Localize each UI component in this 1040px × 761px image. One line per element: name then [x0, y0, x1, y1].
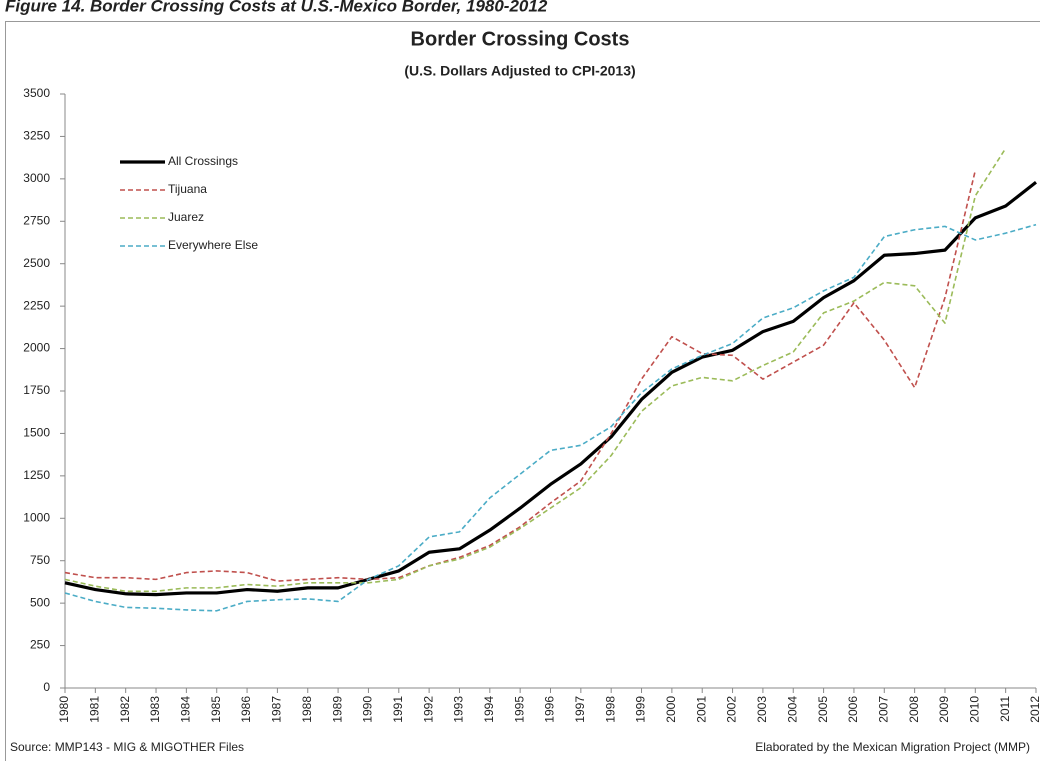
x-tick-label: 1989	[330, 696, 344, 723]
y-tick-label: 1250	[23, 468, 50, 482]
x-tick-label: 1988	[300, 696, 314, 723]
x-tick-label: 1993	[452, 696, 466, 723]
legend-label: All Crossings	[168, 154, 238, 168]
chart-subtitle: (U.S. Dollars Adjusted to CPI-2013)	[404, 63, 635, 79]
y-tick-label: 0	[43, 680, 50, 694]
legend-label: Everywhere Else	[168, 238, 258, 252]
y-tick-label: 3000	[23, 171, 50, 185]
y-tick-label: 2250	[23, 298, 50, 312]
x-tick-label: 1985	[209, 696, 223, 723]
x-tick-label: 2007	[876, 696, 890, 723]
y-tick-label: 250	[30, 638, 50, 652]
x-tick-label: 2003	[755, 696, 769, 723]
x-tick-label: 2000	[664, 696, 678, 723]
y-tick-label: 3500	[23, 86, 50, 100]
x-tick-label: 1987	[270, 696, 284, 723]
x-tick-label: 1983	[148, 696, 162, 723]
x-tick-label: 2011	[998, 696, 1012, 722]
x-tick-label: 1999	[634, 696, 648, 723]
legend-label: Tijuana	[168, 182, 207, 196]
figure-caption: Figure 14. Border Crossing Costs at U.S.…	[5, 0, 548, 15]
chart-title: Border Crossing Costs	[411, 28, 630, 50]
x-tick-label: 1980	[57, 696, 71, 723]
x-tick-label: 1981	[88, 696, 102, 723]
x-tick-label: 1996	[543, 696, 557, 723]
x-tick-label: 1990	[361, 696, 375, 723]
x-tick-label: 2001	[694, 696, 708, 723]
x-tick-label: 1991	[391, 696, 405, 723]
y-tick-label: 500	[30, 595, 50, 609]
x-tick-label: 1992	[421, 696, 435, 723]
x-tick-label: 2005	[816, 696, 830, 723]
series-line	[64, 170, 977, 582]
series-line	[64, 180, 1037, 597]
y-tick-label: 2500	[23, 256, 50, 270]
x-tick-label: 1994	[482, 696, 496, 723]
source-note: Source: MMP143 - MIG & MIGOTHER Files	[10, 740, 244, 754]
credit-note: Elaborated by the Mexican Migration Proj…	[755, 740, 1030, 754]
y-tick-label: 1500	[23, 426, 50, 440]
x-tick-label: 2002	[725, 696, 739, 723]
x-tick-label: 1984	[179, 696, 193, 723]
x-tick-label: 2010	[967, 696, 981, 723]
x-tick-label: 2008	[907, 696, 921, 723]
y-tick-label: 1750	[23, 383, 50, 397]
y-tick-label: 2750	[23, 213, 50, 227]
x-tick-label: 1998	[603, 696, 617, 723]
legend-label: Juarez	[168, 210, 204, 224]
x-tick-label: 1997	[573, 696, 587, 723]
x-tick-label: 2009	[937, 696, 951, 723]
x-tick-label: 2004	[785, 696, 799, 723]
series-line	[64, 147, 1007, 593]
y-tick-label: 1000	[23, 510, 50, 524]
y-tick-label: 750	[30, 553, 50, 567]
x-tick-label: 2012	[1028, 696, 1040, 723]
x-tick-label: 1982	[118, 696, 132, 723]
chart-frame	[5, 21, 1040, 761]
y-tick-label: 2000	[23, 341, 50, 355]
series-line	[64, 223, 1037, 612]
y-tick-label: 3250	[23, 129, 50, 143]
x-tick-label: 1986	[239, 696, 253, 723]
x-tick-label: 1995	[512, 696, 526, 723]
x-tick-label: 2006	[846, 696, 860, 723]
